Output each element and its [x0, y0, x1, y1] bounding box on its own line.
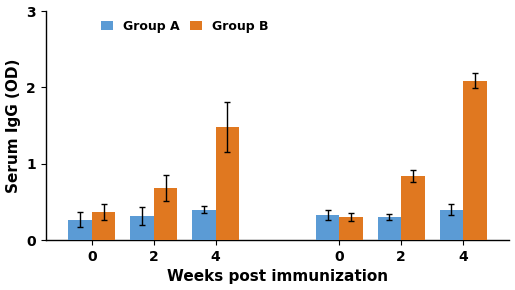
Y-axis label: Serum IgG (OD): Serum IgG (OD)	[6, 58, 21, 193]
Bar	[130, 216, 154, 240]
Bar	[192, 210, 216, 240]
X-axis label: Weeks post immunization: Weeks post immunization	[167, 269, 388, 284]
Bar	[216, 127, 239, 240]
Bar	[68, 220, 92, 240]
Bar	[401, 176, 425, 240]
Bar	[463, 81, 487, 240]
Bar	[339, 217, 363, 240]
Bar	[377, 217, 401, 240]
Bar	[316, 215, 339, 240]
Bar	[440, 210, 463, 240]
Legend: Group A, Group B: Group A, Group B	[98, 17, 271, 35]
Bar	[154, 188, 177, 240]
Bar	[92, 212, 115, 240]
